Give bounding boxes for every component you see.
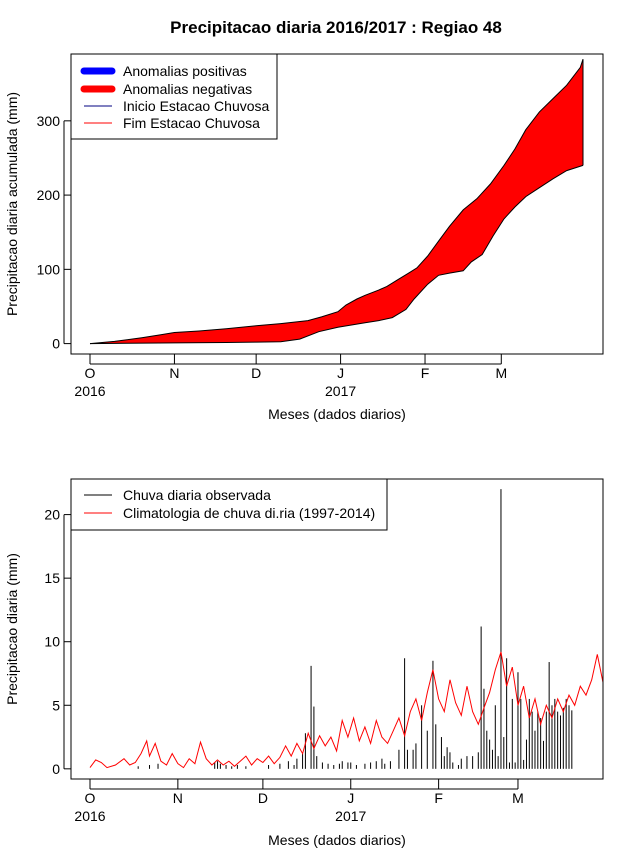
y-tick-label: 20 — [44, 507, 60, 523]
legend-entry: Anomalias positivas — [80, 63, 247, 79]
legend-label: Anomalias negativas — [123, 81, 252, 97]
y-axis-label: Precipitacao diaria acumulada (mm) — [4, 92, 20, 316]
legend-label: Inicio Estacao Chuvosa — [123, 98, 270, 114]
x-tick-label: J — [347, 790, 354, 806]
x-tick-year-label: 2017 — [335, 808, 366, 824]
x-tick-label: D — [258, 790, 268, 806]
plot-frame — [70, 53, 604, 355]
x-tick-year-label: 2016 — [74, 383, 105, 399]
anomaly-area — [90, 59, 583, 344]
legend-box — [70, 478, 388, 531]
y-axis-label: Precipitacao diaria (mm) — [4, 553, 20, 705]
y-tick-label: 15 — [44, 570, 60, 586]
x-tick-label: N — [173, 790, 183, 806]
legend-label: Fim Estacao Chuvosa — [123, 115, 260, 131]
x-axis: O 2016 N D J 2017 F M — [74, 354, 507, 399]
legend: Anomalias positivas Anomalias negativas … — [70, 53, 278, 140]
x-tick-label: J — [337, 365, 344, 381]
climatology-daily-line — [89, 651, 604, 769]
x-axis-label: Meses (dados diarios) — [268, 832, 406, 848]
observed-rain-bars — [137, 489, 573, 769]
y-tick-label: 300 — [37, 113, 61, 129]
y-axis: 0 100 200 300 — [37, 113, 71, 352]
observed-cumulative-line — [89, 164, 584, 345]
y-tick-label: 0 — [52, 761, 60, 777]
legend-entry: Chuva diaria observada — [84, 487, 271, 503]
x-tick-label: F — [434, 790, 443, 806]
y-tick-label: 200 — [37, 187, 61, 203]
y-tick-label: 100 — [37, 261, 61, 277]
climatology-cumulative-line — [89, 59, 584, 345]
x-axis-label: Meses (dados diarios) — [268, 406, 406, 422]
legend: Chuva diaria observada Climatologia de c… — [70, 478, 388, 531]
cumulative-precipitation-chart: Precipitacao diaria 2016/2017 : Regiao 4… — [4, 18, 604, 422]
x-tick-label: O — [85, 790, 96, 806]
x-axis: O 2016 N D J 2017 F M — [74, 779, 524, 824]
x-tick-label: F — [421, 365, 430, 381]
x-tick-label: D — [251, 365, 261, 381]
legend-entry: Climatologia de chuva di.ria (1997-2014) — [84, 505, 375, 521]
x-tick-year-label: 2016 — [74, 808, 105, 824]
daily-precipitation-chart: 0 5 10 15 20 O 2016 N D J 2017 F M Precipitacao dia… — [4, 478, 604, 848]
y-tick-label: 10 — [44, 634, 60, 650]
legend-entry: Anomalias negativas — [80, 81, 252, 97]
legend-label: Climatologia de chuva di.ria (1997-2014) — [123, 505, 375, 521]
x-tick-label: M — [495, 365, 507, 381]
x-tick-year-label: 2017 — [325, 383, 356, 399]
legend-label: Chuva diaria observada — [123, 487, 271, 503]
chart-title: Precipitacao diaria 2016/2017 : Regiao 4… — [170, 18, 502, 37]
legend-entry: Inicio Estacao Chuvosa — [84, 98, 270, 114]
x-tick-label: N — [169, 365, 179, 381]
x-tick-label: M — [512, 790, 524, 806]
legend-entry: Fim Estacao Chuvosa — [84, 115, 260, 131]
x-tick-label: O — [85, 365, 96, 381]
y-tick-label: 5 — [52, 697, 60, 713]
y-axis: 0 5 10 15 20 — [44, 507, 71, 777]
y-tick-label: 0 — [52, 336, 60, 352]
legend-label: Anomalias positivas — [123, 63, 247, 79]
